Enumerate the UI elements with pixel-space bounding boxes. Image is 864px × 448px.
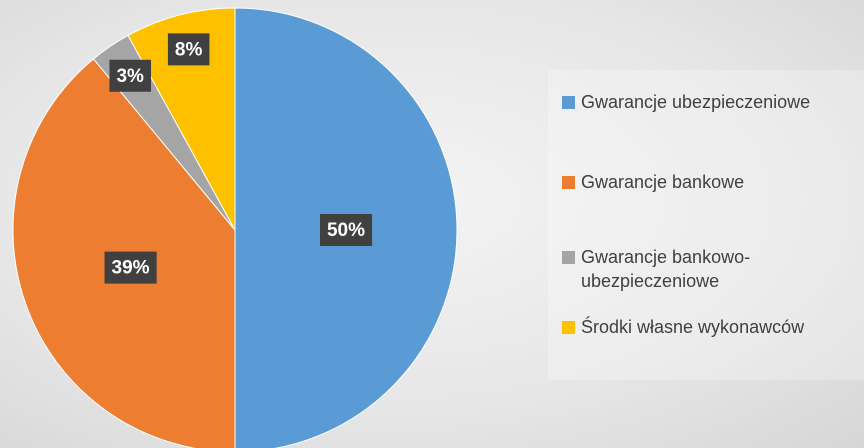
data-label-text: 8% — [175, 39, 203, 60]
legend: Gwarancje ubezpieczeniowe Gwarancje banko… — [548, 70, 864, 380]
data-label: 3% — [109, 59, 152, 92]
legend-item: Środki własne wykonawców — [562, 315, 849, 339]
legend-label: Środki własne wykonawców — [581, 317, 805, 337]
data-label-box — [104, 251, 157, 284]
legend-swatch — [562, 251, 575, 264]
legend-label: Gwarancje bankowe — [581, 172, 745, 192]
data-label-box — [319, 214, 373, 246]
data-label-text: 50% — [327, 220, 365, 241]
data-label-text: 39% — [112, 258, 150, 279]
legend-swatch — [562, 176, 575, 189]
legend-swatch — [562, 96, 575, 109]
legend-item: Gwarancje bankowo-ubezpieczeniowe — [562, 245, 849, 293]
data-label-box — [109, 59, 152, 92]
data-label: 50% — [319, 214, 373, 246]
legend-item: Gwarancje bankowe — [562, 170, 849, 194]
legend-swatch — [562, 321, 575, 334]
legend-label: Gwarancje bankowo-ubezpieczeniowe — [581, 247, 751, 291]
data-label: 8% — [167, 33, 210, 66]
legend-label: Gwarancje ubezpieczeniowe — [581, 92, 811, 112]
data-label-text: 3% — [116, 66, 144, 87]
data-label-box — [167, 33, 210, 66]
legend-item: Gwarancje ubezpieczeniowe — [562, 90, 849, 114]
data-label: 39% — [104, 251, 157, 284]
